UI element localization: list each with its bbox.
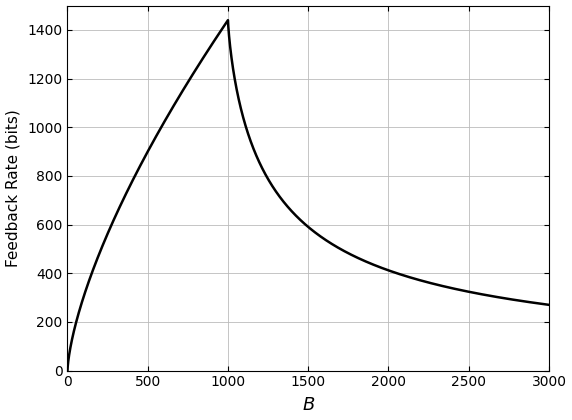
X-axis label: B: B [302,396,315,415]
Y-axis label: Feedback Rate (bits): Feedback Rate (bits) [6,109,21,267]
